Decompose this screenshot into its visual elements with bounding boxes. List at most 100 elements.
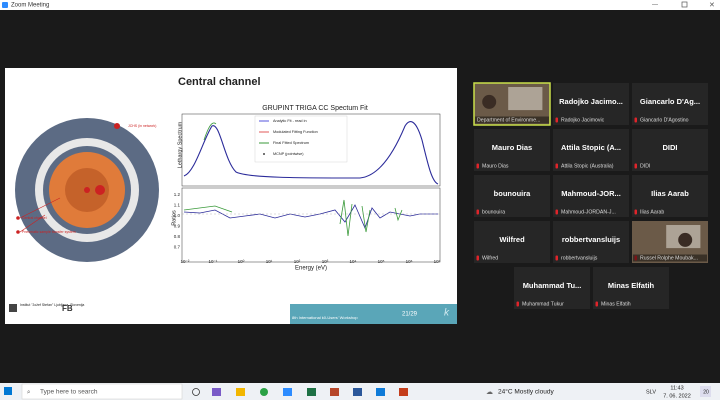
label-background bbox=[633, 254, 707, 262]
participant-tile[interactable]: Russel Rolphe Moubak... bbox=[632, 221, 708, 263]
participant-display-name: DIDI bbox=[663, 143, 678, 152]
workshop-logo: k bbox=[444, 308, 450, 319]
participant-tile[interactable]: Mahmoud-JOR... Mahmoud-JORDAN-J... bbox=[553, 175, 629, 217]
fitted-curve bbox=[203, 122, 217, 141]
notification-count: 20 bbox=[703, 389, 709, 395]
x-tick-label: 10² bbox=[294, 259, 301, 264]
participant-display-name: robbertvansluijs bbox=[562, 235, 620, 244]
tile-background bbox=[553, 221, 629, 263]
app-icon[interactable] bbox=[236, 388, 245, 396]
minimize-button[interactable]: — bbox=[652, 3, 658, 9]
participant-display-name: Wilfred bbox=[499, 235, 525, 244]
ratio-panel bbox=[181, 187, 441, 263]
participant-tile[interactable]: Minas Elfatih Minas Elfatih bbox=[593, 267, 669, 309]
maximize-button[interactable] bbox=[681, 1, 688, 8]
legend-swatch bbox=[263, 153, 265, 155]
app-icon[interactable] bbox=[260, 388, 268, 396]
mic-muted-icon bbox=[555, 255, 558, 261]
app-icon[interactable] bbox=[283, 388, 292, 396]
participant-tile[interactable]: robbertvansluijs robbertvansluijs bbox=[553, 221, 629, 263]
shared-slide: Central channel JCHS (in network) Centra… bbox=[5, 68, 457, 324]
search-box[interactable] bbox=[21, 383, 183, 400]
participant-display-name: Ilias Aarab bbox=[651, 189, 689, 198]
legend-label: Analytic Fit - read in bbox=[273, 119, 307, 123]
participant-tile[interactable]: Attila Stopic (A... Attila Stopic (Austra… bbox=[553, 129, 629, 171]
tile-background bbox=[474, 175, 550, 217]
app-icon[interactable] bbox=[399, 388, 408, 396]
diagram-label: Central channel bbox=[22, 216, 47, 220]
institute-name: Institut "Jožef Stefan" Ljubljana, Slove… bbox=[20, 303, 84, 307]
participant-label: Mauro Dias bbox=[482, 163, 509, 169]
ratio-tick-label: 0.8 bbox=[174, 234, 181, 239]
app-icon[interactable] bbox=[330, 388, 339, 396]
window-title: Zoom Meeting bbox=[11, 3, 49, 9]
mic-muted-icon bbox=[476, 209, 479, 215]
ratio-tick-label: 1.2 bbox=[174, 192, 181, 197]
ratio-axis-label: Ratios bbox=[171, 210, 177, 226]
input-language[interactable]: SLV bbox=[646, 389, 656, 395]
y-axis-label: Lethargy Spectrum bbox=[177, 121, 183, 168]
tile-background bbox=[474, 221, 550, 263]
participant-tile[interactable]: bounouira bounouira bbox=[474, 175, 550, 217]
task-view[interactable] bbox=[192, 388, 200, 396]
tile-background bbox=[514, 267, 590, 309]
app-icon[interactable] bbox=[353, 388, 362, 396]
x-tick-label: 10⁰ bbox=[238, 259, 245, 264]
video-person bbox=[482, 94, 497, 109]
app-icon[interactable] bbox=[376, 388, 385, 396]
participant-tile[interactable]: DIDI DIDI bbox=[632, 129, 708, 171]
x-tick-label: 10⁶ bbox=[406, 259, 413, 264]
x-axis-label: Energy (eV) bbox=[295, 266, 327, 272]
notification-center[interactable] bbox=[700, 386, 711, 397]
participant-tile[interactable]: Ilias Aarab Ilias Aarab bbox=[632, 175, 708, 217]
participant-label: robbertvansluijs bbox=[561, 255, 598, 261]
footer-bar bbox=[290, 304, 457, 324]
participant-gallery: Department of Environme... Radojko Jacimo… bbox=[473, 82, 708, 309]
participant-label: Mahmoud-JORDAN-J... bbox=[561, 209, 616, 215]
chart-legend bbox=[254, 115, 348, 163]
mic-muted-icon bbox=[555, 209, 558, 215]
mic-muted-icon bbox=[555, 163, 558, 169]
legend-label: Final Fitted Spectrum bbox=[273, 141, 309, 145]
tile-background bbox=[553, 175, 629, 217]
weather[interactable]: 24°C Mostly cloudy bbox=[498, 388, 554, 396]
tile-background bbox=[632, 175, 708, 217]
participant-tile[interactable]: Mauro Dias Mauro Dias bbox=[474, 129, 550, 171]
tile-background bbox=[593, 267, 669, 309]
x-tick-label: 10⁻² bbox=[181, 259, 190, 264]
close-button[interactable]: ✕ bbox=[709, 2, 715, 9]
weather-icon: ☁ bbox=[486, 389, 493, 396]
participant-label: Department of Environme... bbox=[477, 117, 540, 123]
legend-label: Modulated Fitting Function bbox=[273, 130, 318, 134]
app-icon[interactable] bbox=[307, 388, 316, 396]
participant-tile[interactable]: Department of Environme... bbox=[473, 82, 551, 126]
participant-tile[interactable]: Radojko Jacimo... Radojko Jacimovic bbox=[553, 83, 629, 125]
diagram-label: Pneumatic sample transfer system bbox=[22, 230, 76, 234]
x-tick-label: 10¹ bbox=[266, 259, 273, 264]
app-icon[interactable] bbox=[212, 388, 221, 396]
participant-tile[interactable]: Muhammad Tu... Muhammad Tukur bbox=[514, 267, 590, 309]
mic-muted-icon bbox=[476, 163, 479, 169]
participant-display-name: Radojko Jacimo... bbox=[559, 97, 623, 106]
participant-label: Muhammad Tukur bbox=[522, 301, 564, 307]
tile-background bbox=[632, 129, 708, 171]
participant-label: Attila Stopic (Australia) bbox=[561, 163, 614, 169]
participant-tile[interactable]: Wilfred Wilfred bbox=[474, 221, 550, 263]
start-button[interactable] bbox=[4, 387, 12, 395]
participant-label: bounouira bbox=[482, 209, 505, 215]
clock-date[interactable]: 7. 06. 2022 bbox=[663, 393, 691, 399]
participant-label: Russel Rolphe Moubak... bbox=[640, 255, 698, 261]
app-icon bbox=[2, 2, 8, 8]
mic-muted-icon bbox=[555, 117, 558, 123]
participant-display-name: Muhammad Tu... bbox=[523, 281, 582, 290]
participant-tile[interactable]: Giancarlo D'Ag... Giancarlo D'Agostino bbox=[632, 83, 708, 125]
clock-time[interactable]: 11:43 bbox=[670, 385, 683, 391]
participant-display-name: Giancarlo D'Ag... bbox=[640, 97, 700, 106]
mic-muted-icon bbox=[516, 301, 519, 307]
institute-logo bbox=[9, 304, 17, 312]
workshop-name: 8th International k0-Users' Workshop bbox=[292, 315, 358, 320]
search-placeholder[interactable]: Type here to search bbox=[40, 389, 98, 396]
mic-muted-icon bbox=[476, 255, 479, 261]
spectrum-curve bbox=[183, 121, 439, 185]
